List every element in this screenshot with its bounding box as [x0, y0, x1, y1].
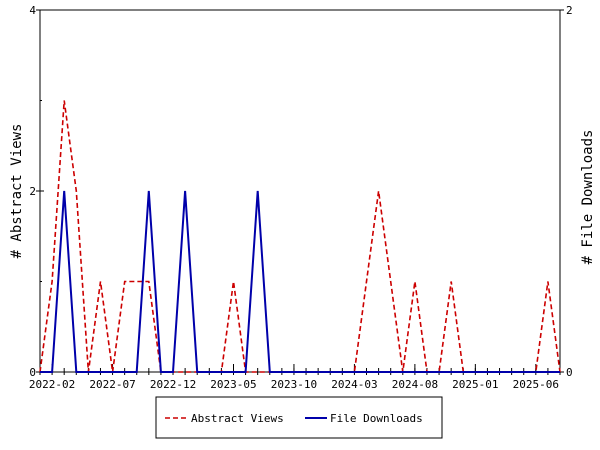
x-tick-label: 2024-08 — [392, 378, 438, 391]
y-axis-label-right: # File Downloads — [580, 130, 596, 265]
series-line-abstract-views — [39, 100, 561, 373]
x-tick-label: 2022-07 — [89, 378, 135, 391]
legend-label-file-downloads: File Downloads — [330, 412, 423, 425]
x-tick-label: 2024-03 — [331, 378, 377, 391]
x-tick-label: 2025-01 — [452, 378, 498, 391]
x-tick-label: 2023-05 — [210, 378, 256, 391]
tick-labels: 2022-02 2022-07 2022-12 2023-05 2023-10 2024-… — [29, 4, 573, 391]
y-left-tick-label: 4 — [29, 4, 36, 17]
y-left-tick-label: 0 — [29, 366, 36, 379]
legend: Abstract Views File Downloads — [155, 396, 443, 439]
x-tick-label: 2022-12 — [150, 378, 196, 391]
series-line-file-downloads — [40, 190, 560, 373]
series-lines — [39, 100, 561, 373]
legend-box — [155, 396, 443, 439]
x-tick-label: 2023-10 — [271, 378, 317, 391]
plot-frame — [39, 9, 561, 373]
y-axis-label-left: # Abstract Views — [9, 124, 25, 259]
y-right-tick-label: 0 — [566, 366, 573, 379]
x-tick-label: 2025-06 — [513, 378, 559, 391]
y-left-tick-label: 2 — [29, 185, 36, 198]
legend-label-abstract-views: Abstract Views — [191, 412, 284, 425]
axis-ticks — [36, 9, 564, 375]
y-right-tick-label: 2 — [566, 4, 573, 17]
x-tick-label: 2022-02 — [29, 378, 75, 391]
plot-area-border — [39, 9, 561, 373]
